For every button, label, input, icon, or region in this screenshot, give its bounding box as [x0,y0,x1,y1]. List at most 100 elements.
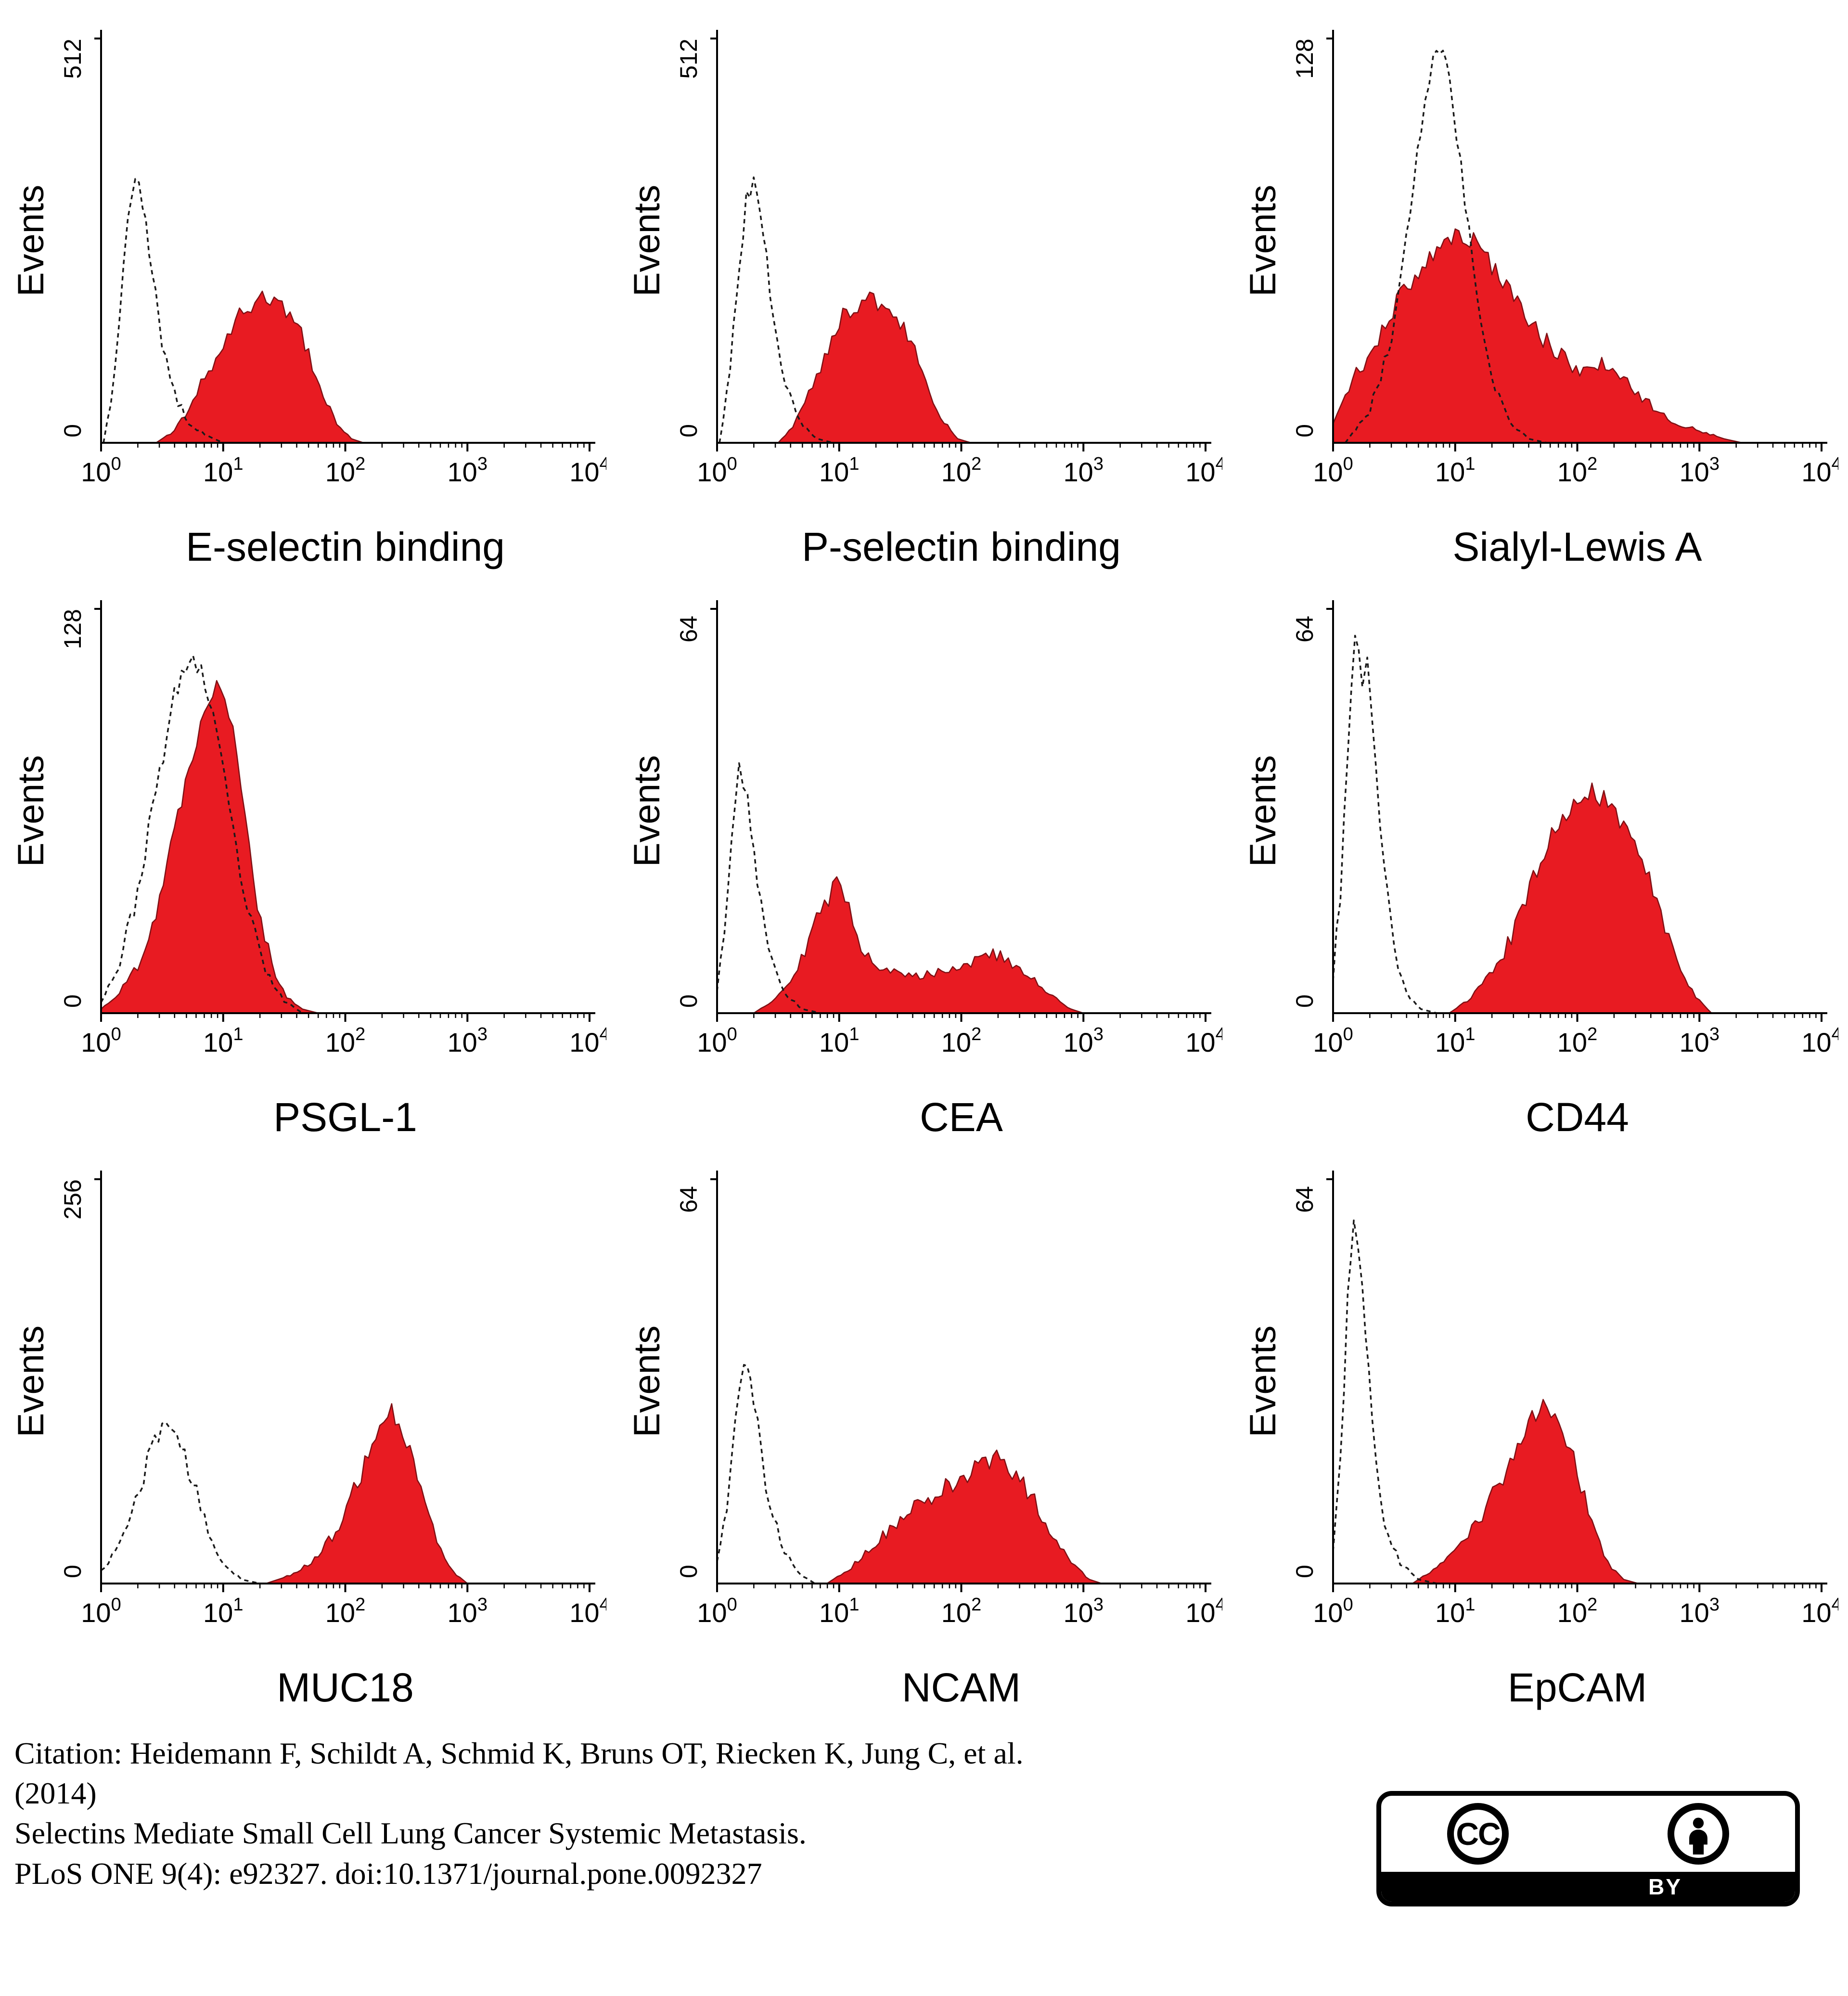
person-icon [1668,1803,1729,1865]
svg-text:Events: Events [11,755,51,867]
svg-text:101: 101 [819,1595,859,1628]
svg-text:CEA: CEA [920,1095,1003,1140]
svg-text:101: 101 [1435,1595,1475,1628]
svg-text:102: 102 [941,1595,981,1628]
svg-text:Events: Events [627,1326,667,1437]
svg-text:104: 104 [1801,454,1838,487]
svg-text:0: 0 [675,424,702,438]
flow-histogram-cea: 100 101 102 103 104 64 0 Events CEA [627,600,1222,1140]
svg-text:100: 100 [697,454,737,487]
flow-histogram-ncam: 100 101 102 103 104 64 0 Events NCAM [627,1171,1222,1710]
svg-text:104: 104 [569,1024,606,1057]
flow-histogram-e-selectin: 100 101 102 103 104 512 0 Events E-selectin bind… [11,30,606,569]
svg-text:0: 0 [1291,994,1318,1008]
svg-text:0: 0 [1291,1565,1318,1578]
svg-text:E-selectin binding: E-selectin binding [186,524,505,569]
svg-text:104: 104 [1801,1024,1838,1057]
citation-line: PLoS ONE 9(4): e92327. doi:10.1371/journ… [14,1856,762,1891]
by-label: BY [1648,1874,1682,1899]
cc-by-badge[interactable]: CC BY [1376,1791,1800,1906]
cc-badge-bottom-bar: BY [1381,1872,1795,1902]
citation-block: Citation: Heidemann F, Schildt A, Schmid… [14,1733,1024,1893]
panel-ncam: 100 101 102 103 104 64 0 Events NCAM [626,1150,1222,1721]
svg-text:101: 101 [819,454,859,487]
svg-text:102: 102 [1557,1595,1597,1628]
svg-text:104: 104 [569,1595,606,1628]
figure-footer: Citation: Heidemann F, Schildt A, Schmid… [0,1721,1848,1906]
cc-logo-icon: CC [1447,1803,1509,1865]
svg-text:64: 64 [1291,1186,1318,1213]
svg-text:103: 103 [448,1595,488,1628]
svg-text:104: 104 [1185,454,1222,487]
svg-text:CD44: CD44 [1526,1095,1629,1140]
svg-text:100: 100 [81,1595,121,1628]
svg-text:0: 0 [675,994,702,1008]
svg-text:Events: Events [1243,755,1283,867]
svg-text:0: 0 [59,1565,86,1578]
svg-text:101: 101 [203,1024,243,1057]
svg-text:100: 100 [81,454,121,487]
flow-histogram-muc18: 100 101 102 103 104 256 0 Events MUC18 [11,1171,606,1710]
svg-text:100: 100 [1313,1024,1353,1057]
svg-text:103: 103 [448,1024,488,1057]
histogram-grid: 100 101 102 103 104 512 0 Events E-selectin bind… [10,10,1838,1721]
svg-text:Events: Events [1243,185,1283,296]
svg-text:Events: Events [627,755,667,867]
svg-text:256: 256 [59,1179,86,1219]
svg-text:MUC18: MUC18 [277,1665,414,1710]
svg-text:101: 101 [1435,1024,1475,1057]
panel-p-selectin-binding: 100 101 102 103 104 512 0 Events P-selectin bind… [626,10,1222,580]
svg-text:101: 101 [1435,454,1475,487]
flow-histogram-psgl-1: 100 101 102 103 104 128 0 Events PSGL-1 [11,600,606,1140]
svg-text:PSGL-1: PSGL-1 [273,1095,417,1140]
svg-text:Events: Events [11,1326,51,1437]
panel-psgl-1: 100 101 102 103 104 128 0 Events PSGL-1 [10,580,606,1150]
svg-text:103: 103 [448,454,488,487]
svg-text:0: 0 [59,424,86,438]
svg-text:101: 101 [203,1595,243,1628]
svg-text:100: 100 [1313,454,1353,487]
panel-sialyl-lewis-a: 100 101 102 103 104 128 0 Events Sialyl-Lewis A [1242,10,1838,580]
svg-text:128: 128 [59,609,86,649]
citation-line: Citation: Heidemann F, Schildt A, Schmid… [14,1736,1024,1770]
cc-label: CC [1456,1816,1501,1852]
svg-text:103: 103 [1680,454,1720,487]
svg-text:Events: Events [11,185,51,296]
svg-text:64: 64 [675,1186,702,1213]
svg-text:102: 102 [325,1595,365,1628]
svg-text:64: 64 [675,616,702,643]
citation-line: (2014) [14,1776,97,1811]
svg-text:102: 102 [941,1024,981,1057]
svg-text:512: 512 [59,39,86,78]
svg-text:EpCAM: EpCAM [1508,1665,1647,1710]
svg-text:128: 128 [1291,39,1318,78]
svg-text:103: 103 [1064,454,1104,487]
svg-text:101: 101 [203,454,243,487]
svg-text:Events: Events [627,185,667,296]
svg-text:512: 512 [675,39,702,78]
svg-text:104: 104 [1185,1024,1222,1057]
svg-text:0: 0 [59,994,86,1008]
svg-text:103: 103 [1680,1595,1720,1628]
svg-text:NCAM: NCAM [902,1665,1021,1710]
svg-text:104: 104 [1801,1595,1838,1628]
panel-epcam: 100 101 102 103 104 64 0 Events EpCAM [1242,1150,1838,1721]
panel-e-selectin-binding: 100 101 102 103 104 512 0 Events E-selectin bind… [10,10,606,580]
svg-text:64: 64 [1291,616,1318,643]
svg-text:100: 100 [697,1595,737,1628]
cc-badge-icons: CC [1381,1796,1795,1872]
svg-text:103: 103 [1064,1024,1104,1057]
svg-text:102: 102 [325,1024,365,1057]
citation-line: Selectins Mediate Small Cell Lung Cancer… [14,1816,807,1851]
panel-cea: 100 101 102 103 104 64 0 Events CEA [626,580,1222,1150]
flow-histogram-sialyl-lewis-a: 100 101 102 103 104 128 0 Events Sialyl-Lewis A [1243,30,1838,569]
svg-text:0: 0 [675,1565,702,1578]
svg-text:101: 101 [819,1024,859,1057]
person-icon-glyph [1689,1817,1707,1854]
svg-text:104: 104 [569,454,606,487]
panel-muc18: 100 101 102 103 104 256 0 Events MUC18 [10,1150,606,1721]
svg-text:102: 102 [1557,454,1597,487]
flow-histogram-cd44: 100 101 102 103 104 64 0 Events CD44 [1243,600,1838,1140]
flow-histogram-p-selectin: 100 101 102 103 104 512 0 Events P-selectin bind… [627,30,1222,569]
svg-text:102: 102 [325,454,365,487]
